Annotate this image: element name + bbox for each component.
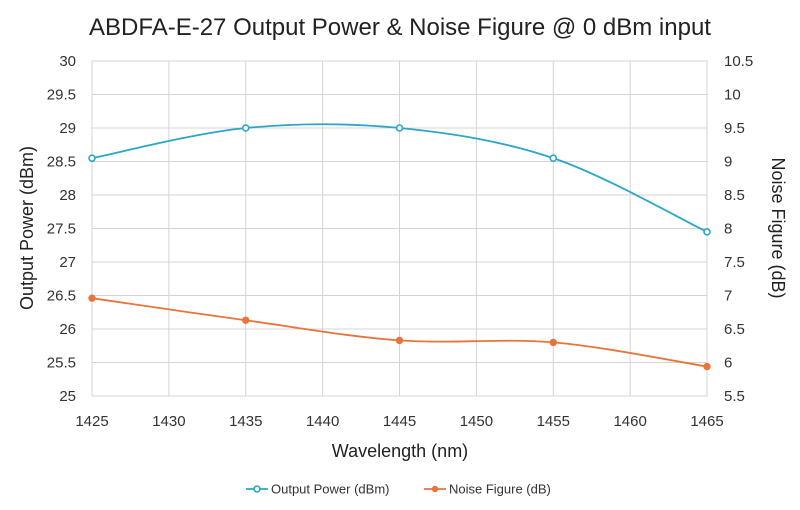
x-tick-label: 1450 <box>460 413 493 430</box>
tick-labels: 1425 1430 1435 1440 1445 1450 1455 1460 1465 25 25… <box>47 53 753 430</box>
y-tick-label: 30 <box>59 53 76 70</box>
y2-tick-label: 9.5 <box>724 120 745 137</box>
output-power-point <box>703 228 711 236</box>
y2-tick-label: 8.5 <box>724 187 745 204</box>
y-tick-label: 27 <box>59 254 76 271</box>
output-power-point <box>88 154 96 162</box>
y2-tick-label: 6.5 <box>724 321 745 338</box>
y-axis-title: Output Power (dBm) <box>17 146 37 310</box>
x-tick-label: 1465 <box>690 413 723 430</box>
y2-tick-label: 7 <box>724 288 732 305</box>
y-tick-label: 25 <box>59 388 76 405</box>
series <box>88 123 711 371</box>
y-tick-label: 29.5 <box>47 87 76 104</box>
x-tick-label: 1460 <box>613 413 646 430</box>
x-tick-label: 1440 <box>306 413 339 430</box>
noise-figure-point <box>549 338 557 347</box>
output-power-point <box>549 154 558 162</box>
x-tick-label: 1425 <box>75 413 108 430</box>
grid <box>91 60 708 397</box>
noise-figure-point <box>242 316 250 324</box>
chart-title: ABDFA-E-27 Output Power & Noise Figure @… <box>89 14 711 41</box>
x-tick-label: 1435 <box>229 413 262 430</box>
y-tick-label: 28 <box>59 187 76 204</box>
y2-tick-label: 5.5 <box>724 388 745 405</box>
output-power-point <box>395 124 404 132</box>
y2-tick-label: 10.5 <box>724 53 753 70</box>
y2-tick-label: 8 <box>724 221 732 238</box>
y2-axis-title: Noise Figure (dB) <box>768 157 788 298</box>
legend-output-power-marker <box>253 485 261 493</box>
y2-tick-label: 9 <box>724 154 732 171</box>
x-tick-label: 1445 <box>383 413 416 430</box>
y2-tick-label: 7.5 <box>724 254 745 271</box>
legend: Output Power (dBm) Noise Figure (dB) <box>246 482 551 497</box>
y-tick-label: 27.5 <box>47 221 76 238</box>
y-tick-label: 29 <box>59 120 76 137</box>
x-axis-title: Wavelength (nm) <box>332 441 468 461</box>
y2-tick-label: 10 <box>724 87 741 104</box>
legend-output-power-label: Output Power (dBm) <box>271 482 390 497</box>
y2-tick-label: 6 <box>724 355 732 372</box>
legend-noise-figure-label: Noise Figure (dB) <box>449 482 551 497</box>
y-tick-label: 26 <box>59 321 76 338</box>
noise-figure-point <box>395 336 404 345</box>
output-power-point <box>241 124 250 132</box>
legend-noise-figure-marker <box>431 485 439 493</box>
y-tick-label: 26.5 <box>47 288 76 305</box>
x-tick-label: 1455 <box>537 413 570 430</box>
noise-figure-point <box>703 362 711 371</box>
y-tick-label: 25.5 <box>47 355 76 372</box>
x-tick-label: 1430 <box>152 413 185 430</box>
noise-figure-point <box>88 294 96 302</box>
y-tick-label: 28.5 <box>47 154 76 171</box>
